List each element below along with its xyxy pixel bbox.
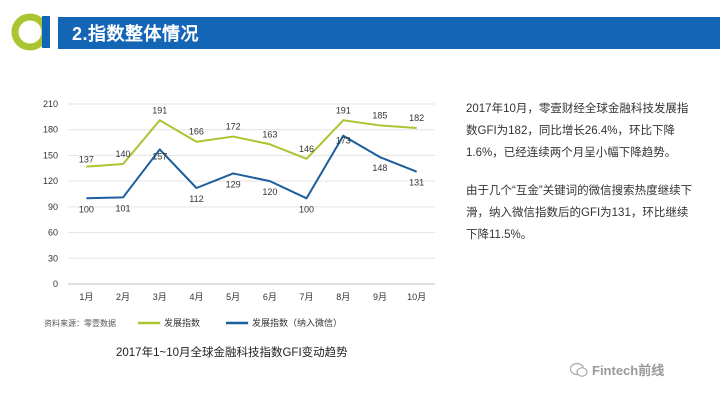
x-tick-label: 8月 [336, 292, 350, 302]
y-tick-label: 30 [48, 253, 58, 263]
x-tick-label: 9月 [373, 292, 387, 302]
series-line-1 [86, 119, 417, 168]
data-label: 140 [116, 149, 131, 159]
y-tick-label: 150 [43, 150, 58, 160]
page-title: 2.指数整体情况 [72, 24, 200, 44]
data-label: 163 [262, 129, 277, 139]
watermark: Fintech前线 [570, 360, 664, 379]
data-label: 137 [79, 155, 94, 165]
data-label: 100 [79, 204, 94, 214]
data-label: 185 [372, 110, 387, 120]
data-label: 101 [116, 203, 131, 213]
data-label: 166 [189, 127, 204, 137]
header-bar: 2.指数整体情况 [58, 17, 720, 49]
data-label: 182 [409, 113, 424, 123]
y-tick-label: 120 [43, 176, 58, 186]
data-label: 120 [262, 187, 277, 197]
x-tick-label: 2月 [116, 292, 130, 302]
data-label: 191 [152, 105, 167, 115]
data-label: 131 [409, 178, 424, 188]
y-tick-label: 180 [43, 125, 58, 135]
data-label: 112 [189, 194, 203, 204]
y-tick-label: 60 [48, 228, 58, 238]
chart-caption: 2017年1~10月全球金融科技指数GFI变动趋势 [116, 347, 348, 359]
watermark-text: Fintech前线 [592, 363, 665, 378]
source-note: 资料来源：零壹数据 [44, 319, 116, 328]
x-tick-label: 5月 [226, 292, 240, 302]
x-tick-label: 7月 [300, 292, 314, 302]
legend-label-1: 发展指数 [164, 317, 200, 328]
y-tick-label: 90 [48, 202, 58, 212]
data-label: 191 [336, 105, 351, 115]
data-label: 146 [299, 144, 314, 154]
x-tick-label: 3月 [153, 292, 167, 302]
x-tick-label: 4月 [189, 292, 203, 302]
note-paragraph-1: 2017年10月，零壹财经全球金融科技发展指数GFI为182，同比增长26.4%… [466, 103, 689, 159]
wechat-icon [570, 362, 588, 377]
series-line-2 [86, 134, 418, 200]
x-tick-label: 1月 [79, 292, 93, 302]
y-tick-label: 210 [43, 99, 58, 109]
data-label: 100 [299, 204, 314, 214]
data-label: 173 [336, 136, 351, 146]
data-label: 129 [226, 179, 241, 189]
data-label: 148 [372, 163, 387, 173]
legend-label-2: 发展指数（纳入微信） [252, 317, 342, 328]
logo-icon [11, 13, 50, 51]
x-tick-label: 6月 [263, 292, 277, 302]
data-label: 172 [226, 122, 241, 132]
x-tick-label: 10月 [407, 292, 426, 302]
y-tick-label: 0 [53, 279, 58, 289]
notes-panel: 2017年10月，零壹财经全球金融科技发展指数GFI为182，同比增长26.4%… [466, 98, 696, 262]
note-paragraph-2: 由于几个“互金”关键词的微信搜索热度继续下滑，纳入微信指数后的GFI为131，环… [466, 185, 693, 241]
data-label: 157 [152, 151, 167, 161]
